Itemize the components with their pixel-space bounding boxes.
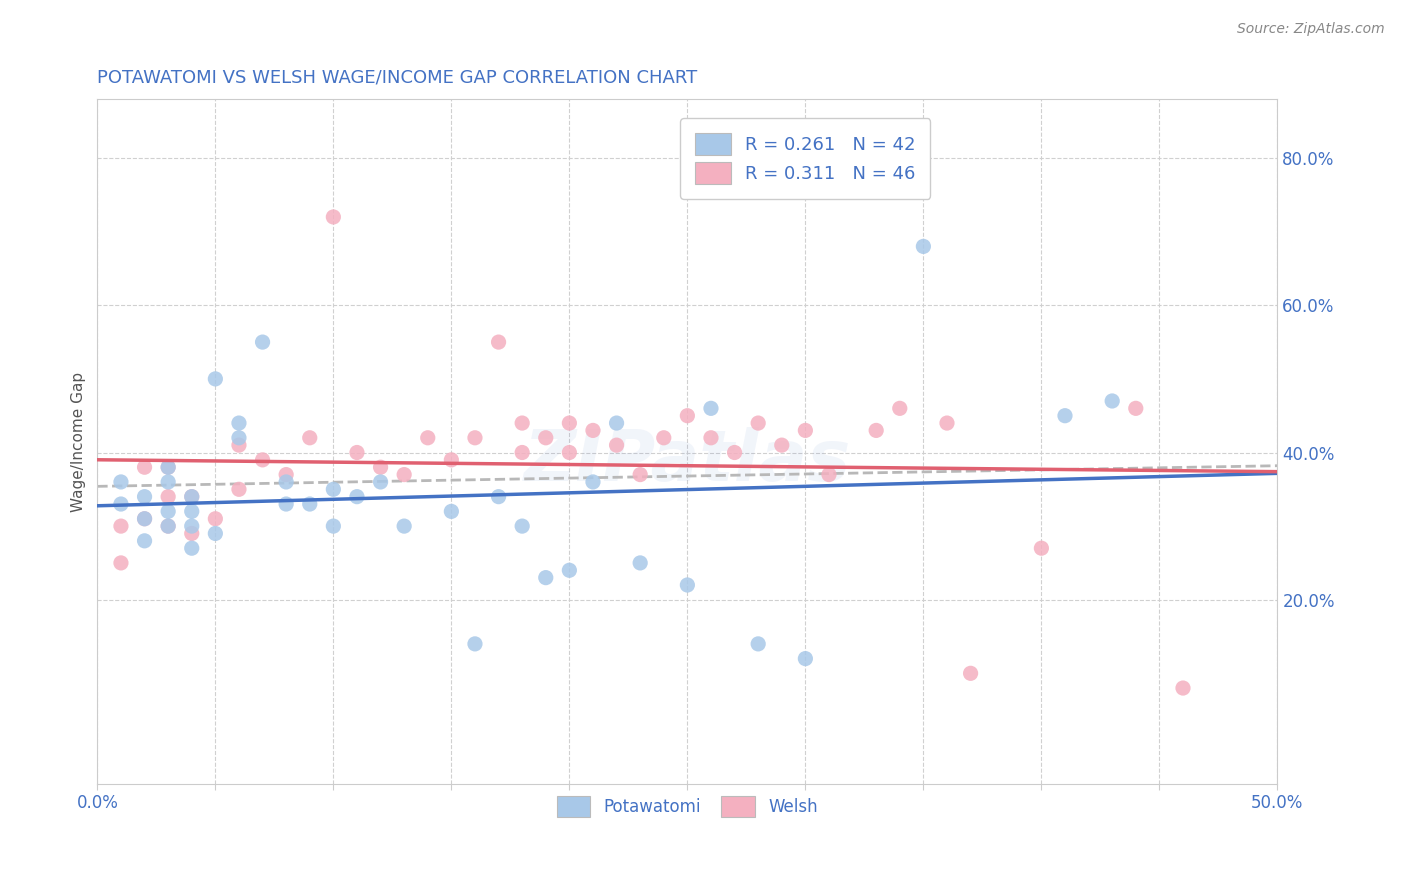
Point <box>298 431 321 445</box>
Point <box>959 666 981 681</box>
Point <box>416 431 439 445</box>
Point <box>252 453 274 467</box>
Point <box>392 519 415 533</box>
Point <box>936 416 959 430</box>
Point <box>700 401 723 416</box>
Point <box>228 431 250 445</box>
Point <box>700 431 723 445</box>
Point <box>204 526 226 541</box>
Point <box>180 519 202 533</box>
Point <box>440 453 463 467</box>
Point <box>464 431 486 445</box>
Point <box>322 210 344 224</box>
Point <box>110 556 132 570</box>
Point <box>134 490 156 504</box>
Point <box>606 416 628 430</box>
Point <box>157 519 180 533</box>
Point <box>676 578 699 592</box>
Point <box>889 401 911 416</box>
Point <box>157 460 180 475</box>
Point <box>652 431 675 445</box>
Point <box>298 497 321 511</box>
Point <box>558 416 581 430</box>
Point <box>747 416 769 430</box>
Point <box>346 490 368 504</box>
Point <box>1101 394 1123 409</box>
Point <box>606 438 628 452</box>
Point <box>110 475 132 489</box>
Point <box>228 483 250 497</box>
Point <box>134 533 156 548</box>
Point <box>747 637 769 651</box>
Point <box>488 490 510 504</box>
Point <box>204 372 226 386</box>
Point <box>582 475 605 489</box>
Legend: Potawatomi, Welsh: Potawatomi, Welsh <box>551 789 824 823</box>
Point <box>157 490 180 504</box>
Point <box>110 497 132 511</box>
Point <box>1053 409 1076 423</box>
Point <box>723 445 745 459</box>
Point <box>440 504 463 518</box>
Point <box>865 424 887 438</box>
Point <box>534 431 557 445</box>
Point <box>322 519 344 533</box>
Point <box>582 424 605 438</box>
Point <box>228 416 250 430</box>
Point <box>134 512 156 526</box>
Point <box>322 483 344 497</box>
Point <box>370 475 392 489</box>
Point <box>228 438 250 452</box>
Y-axis label: Wage/Income Gap: Wage/Income Gap <box>72 371 86 511</box>
Point <box>180 526 202 541</box>
Point <box>912 239 935 253</box>
Point <box>558 445 581 459</box>
Point <box>346 445 368 459</box>
Point <box>276 497 298 511</box>
Point <box>180 541 202 556</box>
Point <box>134 512 156 526</box>
Point <box>676 409 699 423</box>
Point <box>628 467 651 482</box>
Point <box>510 416 533 430</box>
Point <box>558 563 581 577</box>
Point <box>110 519 132 533</box>
Point <box>276 467 298 482</box>
Text: POTAWATOMI VS WELSH WAGE/INCOME GAP CORRELATION CHART: POTAWATOMI VS WELSH WAGE/INCOME GAP CORR… <box>97 69 697 87</box>
Point <box>180 490 202 504</box>
Point <box>157 504 180 518</box>
Point <box>1171 681 1194 695</box>
Point <box>794 651 817 665</box>
Point <box>488 335 510 350</box>
Point <box>157 519 180 533</box>
Point <box>252 335 274 350</box>
Point <box>204 512 226 526</box>
Text: Source: ZipAtlas.com: Source: ZipAtlas.com <box>1237 22 1385 37</box>
Point <box>276 475 298 489</box>
Text: ZIPatlas: ZIPatlas <box>523 427 851 497</box>
Point <box>370 460 392 475</box>
Point <box>770 438 793 452</box>
Point <box>794 424 817 438</box>
Point <box>157 475 180 489</box>
Point <box>1125 401 1147 416</box>
Point <box>628 556 651 570</box>
Point <box>157 460 180 475</box>
Point <box>392 467 415 482</box>
Point <box>818 467 841 482</box>
Point <box>510 519 533 533</box>
Point <box>180 504 202 518</box>
Point <box>510 445 533 459</box>
Point <box>134 460 156 475</box>
Point <box>180 490 202 504</box>
Point <box>1031 541 1053 556</box>
Point <box>534 571 557 585</box>
Point <box>464 637 486 651</box>
